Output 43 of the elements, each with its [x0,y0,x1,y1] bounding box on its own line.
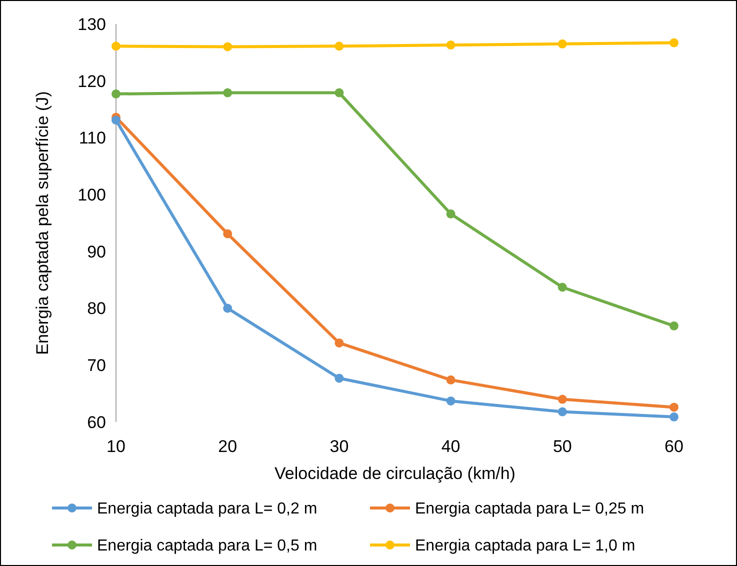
point [334,88,344,98]
y-tick-label: 100 [78,186,106,205]
point [670,412,678,422]
x-tick-label: 60 [664,437,684,456]
x-axis-title: Velocidade de circulação (km/h) [274,464,516,483]
point [112,116,120,125]
point [334,374,344,383]
y-axis-title: Energia captada pela superfície (J) [33,91,52,355]
y-tick-label: 120 [78,72,106,91]
x-tick-label: 50 [552,437,572,456]
y-tick-label: 60 [87,412,106,432]
point [223,42,232,52]
legend-label: Energia captada para L= 1,0 m [415,538,636,555]
y-tick-label: 110 [78,128,106,148]
point [223,304,232,313]
point [334,42,344,51]
point [446,209,456,218]
point [446,375,456,384]
point [670,321,678,330]
legend-label: Energia captada para L= 0,2 m [97,500,318,518]
y-tick-label: 80 [87,299,106,318]
legend-label: Energia captada para L= 0,5 m [97,538,318,555]
point [558,282,567,292]
point [670,402,678,412]
y-tick-label: 130 [78,14,106,34]
point [112,89,120,98]
point [558,407,567,416]
legend-label: Energia captada para L= 0,25 m [415,500,644,518]
x-tick-label: 40 [441,437,460,456]
point [558,39,567,48]
point [223,229,232,238]
point [670,38,678,48]
point [558,394,567,404]
x-tick-label: 30 [330,437,349,456]
x-tick-label: 20 [218,437,238,456]
point [112,42,120,51]
point [446,396,456,406]
point [334,338,344,348]
point [446,40,456,50]
point [223,88,232,98]
y-tick-label: 90 [87,242,106,262]
y-tick-label: 70 [87,356,106,376]
x-tick-label: 10 [106,437,126,456]
